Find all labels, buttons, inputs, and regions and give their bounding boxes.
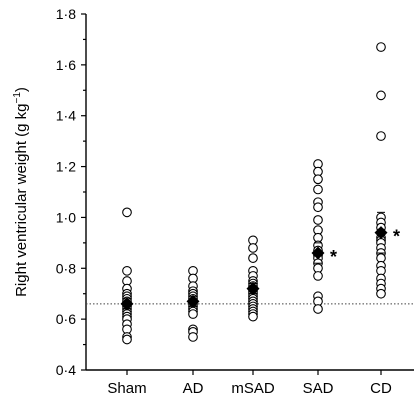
- y-axis-title: Right ventricular weight (g kg−1): [12, 87, 30, 297]
- y-axis-title-main: Right ventricular weight (g kg: [13, 103, 30, 296]
- x-tick-label: Sham: [107, 380, 146, 397]
- data-point: [313, 271, 323, 281]
- data-point: [248, 243, 258, 253]
- mean-marker: [311, 246, 325, 260]
- data-point: [313, 174, 323, 185]
- data-point: [122, 207, 132, 218]
- y-axis-title-close: ): [13, 87, 30, 92]
- x-tick-label: SAD: [303, 380, 334, 397]
- mean-marker: [374, 226, 388, 240]
- x-tick-label: AD: [183, 380, 204, 397]
- data-point: [376, 288, 386, 299]
- significance-star: *: [330, 247, 337, 267]
- y-tick-label: 1·4: [56, 108, 76, 124]
- data-point: [248, 253, 258, 263]
- y-tick-label: 1·0: [56, 209, 76, 225]
- data-point: [313, 215, 323, 225]
- data-point: [122, 334, 132, 345]
- x-tick-label: mSAD: [231, 380, 275, 397]
- y-axis-title-superscript: −1: [12, 92, 23, 104]
- y-tick-label: 1·2: [56, 159, 76, 175]
- data-point: [313, 184, 323, 195]
- y-tick-label: 1·8: [56, 6, 76, 22]
- data-point: [248, 311, 258, 322]
- data-point: [313, 304, 323, 314]
- significance-star: *: [393, 227, 400, 247]
- mean-marker: [186, 294, 200, 308]
- mean-marker: [120, 297, 134, 311]
- y-tick-label: 0·8: [56, 260, 76, 276]
- y-axis-title-group: Right ventricular weight (g kg−1): [12, 87, 30, 297]
- x-tick-label: CD: [370, 380, 392, 397]
- y-tick-label: 0·6: [56, 311, 76, 327]
- data-point: [122, 265, 132, 276]
- mean-marker: [246, 282, 260, 296]
- data-point: [188, 332, 198, 342]
- data-point: [313, 202, 323, 213]
- y-tick-label: 0·4: [56, 362, 76, 378]
- data-point: [376, 90, 386, 101]
- y-tick-label: 1·6: [56, 57, 76, 73]
- data-point: [376, 42, 386, 52]
- data-point: [188, 309, 198, 319]
- plot-area: 0·4 0·6 0·8 1·0 1·2 1·4 1·6 1·8 Sham AD mSAD SAD CD *…: [56, 6, 414, 397]
- data-point: [376, 131, 386, 141]
